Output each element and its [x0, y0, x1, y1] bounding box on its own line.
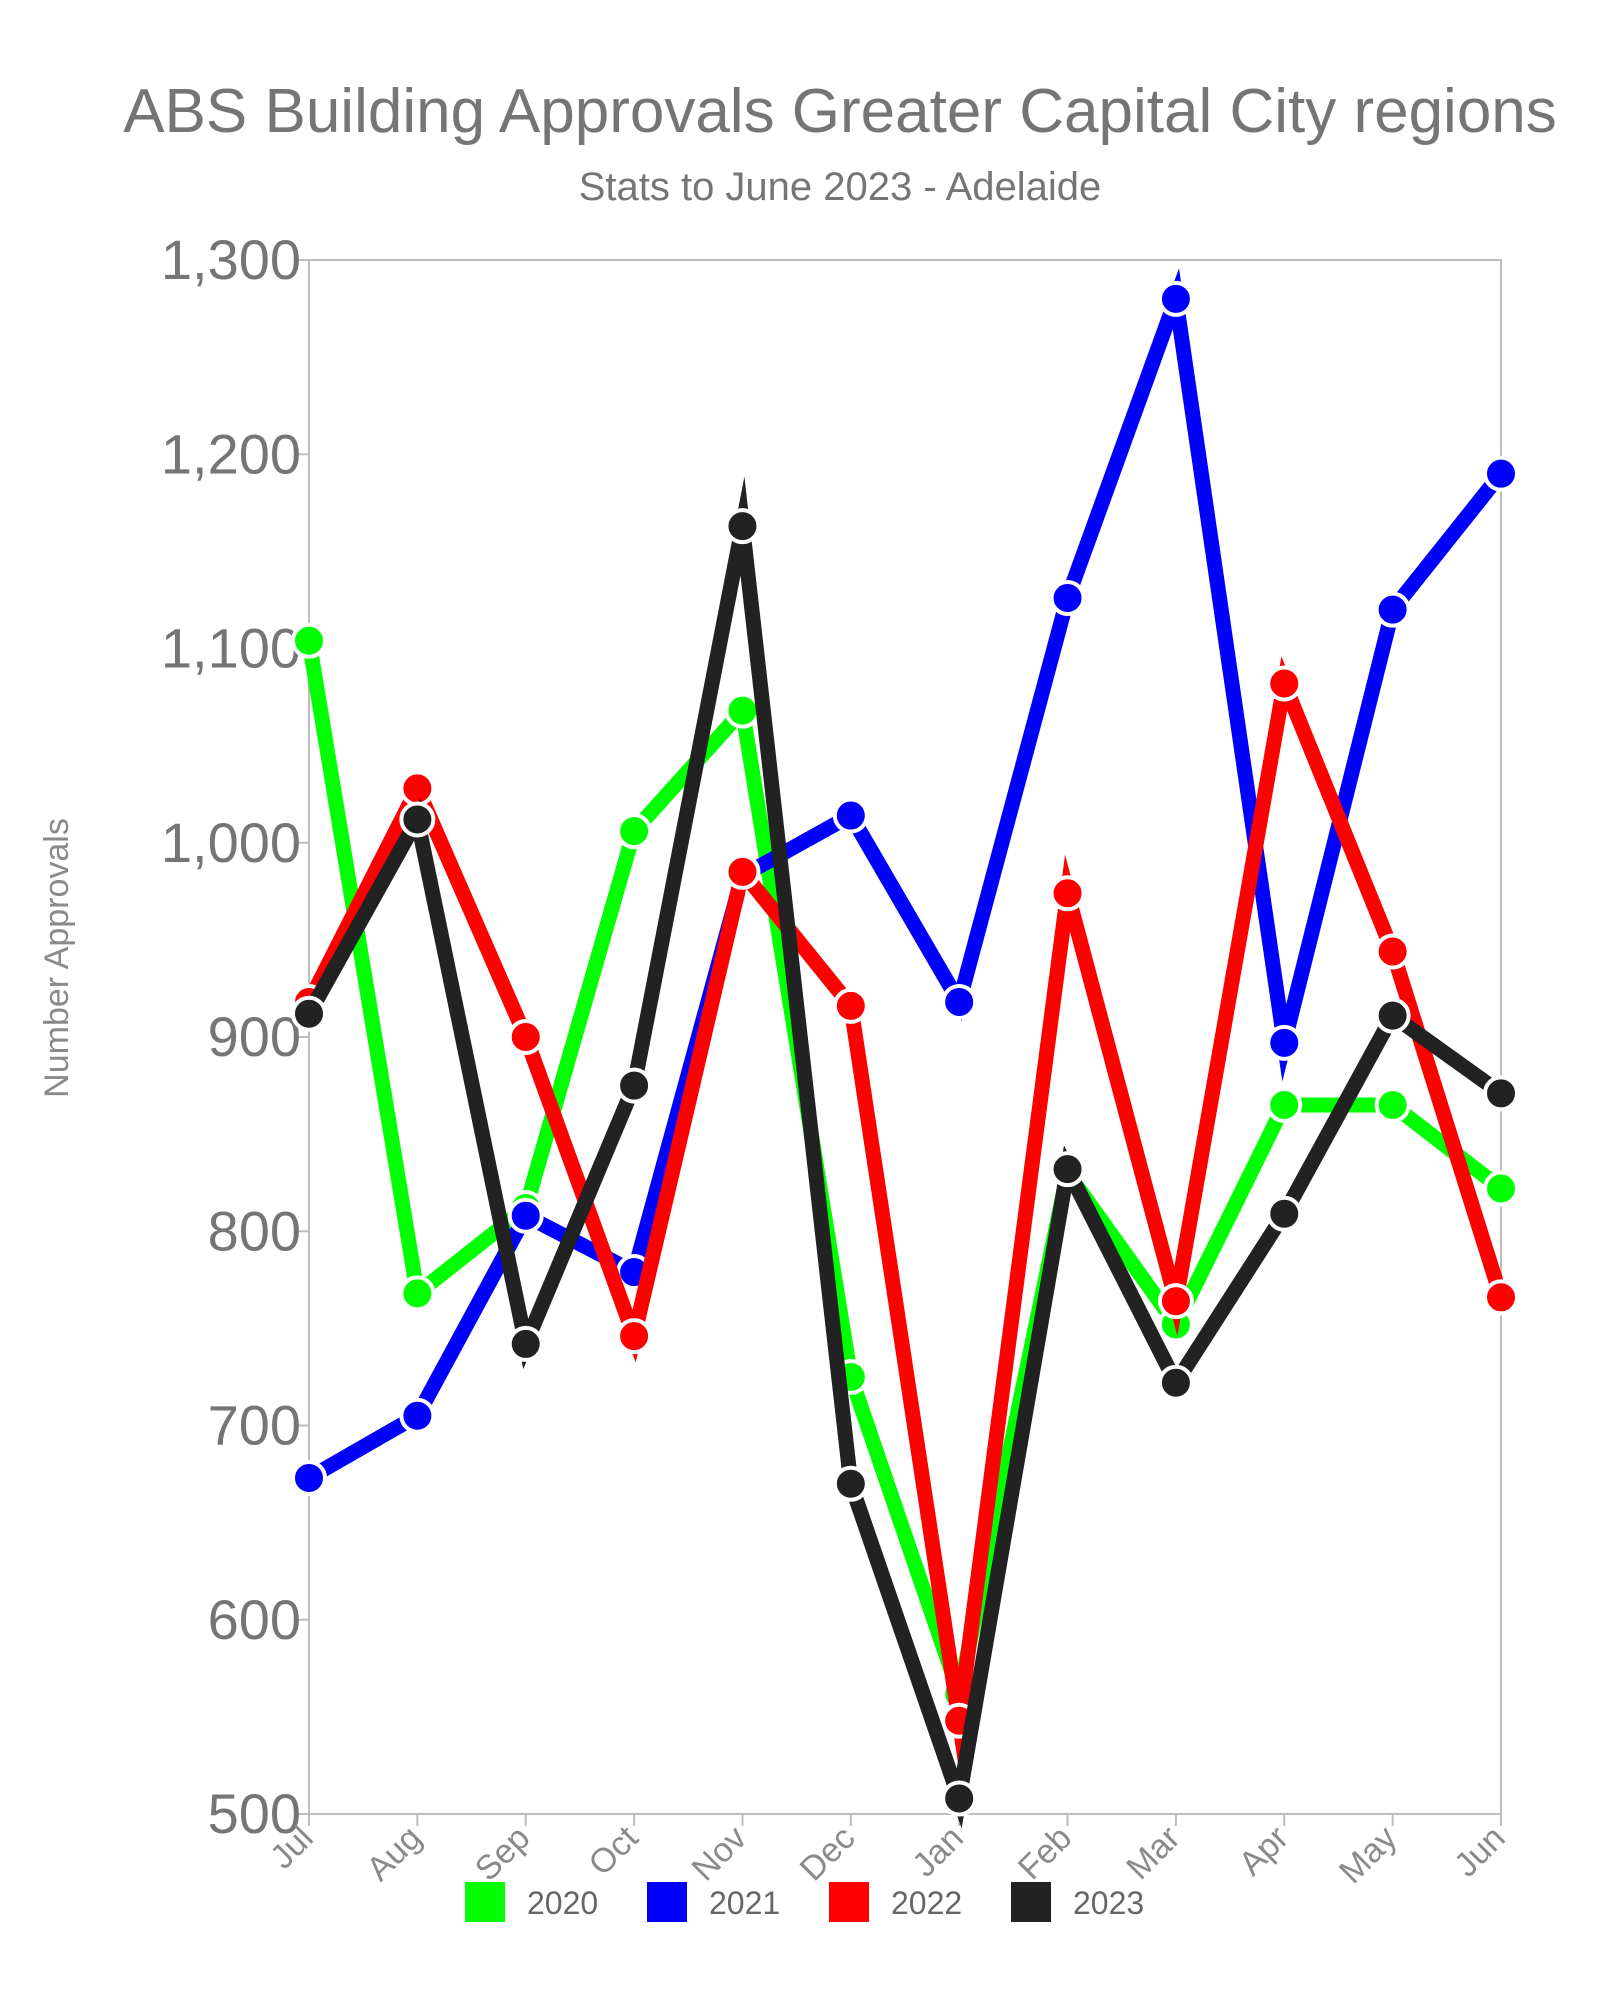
series-line-2023 — [302, 476, 1506, 1829]
data-point-2022-Nov — [724, 853, 761, 890]
data-point-2022-Sep — [507, 1019, 544, 1055]
x-tick-label: Feb — [1011, 1819, 1079, 1887]
x-tick-label: Dec — [793, 1819, 863, 1889]
x-tick-label: Apr — [1232, 1819, 1296, 1883]
y-tick-label: 1,200 — [161, 422, 301, 485]
series-2021 — [291, 268, 1519, 1496]
data-point-2020-Jul — [291, 622, 327, 659]
legend-label: 2021 — [709, 1885, 780, 1921]
data-point-2023-Jun — [1483, 1075, 1519, 1112]
data-point-2022-Apr — [1266, 665, 1303, 702]
data-point-2023-Oct — [616, 1067, 653, 1104]
legend-item-2022: 2022 — [829, 1882, 962, 1922]
y-tick-label: 1,100 — [161, 617, 301, 680]
legend-item-2023: 2023 — [1011, 1882, 1144, 1922]
data-point-2023-May — [1374, 997, 1411, 1034]
legend-item-2020: 2020 — [465, 1882, 598, 1922]
data-point-2023-Sep — [507, 1325, 544, 1362]
x-tick-label: Jun — [1447, 1819, 1513, 1885]
legend-swatch — [1011, 1882, 1051, 1922]
data-point-2021-Jul — [291, 1459, 327, 1496]
series-line-2021 — [305, 268, 1507, 1485]
data-point-2021-Sep — [507, 1197, 544, 1234]
data-point-2021-Apr — [1266, 1024, 1303, 1061]
data-point-2023-Feb — [1049, 1151, 1086, 1188]
data-point-2021-Aug — [399, 1397, 436, 1434]
legend: 2020 2021 2022 2023 — [465, 1882, 1144, 1922]
series-line-2022 — [302, 656, 1509, 1775]
data-point-2023-Jan — [941, 1780, 978, 1817]
y-tick-label: 800 — [208, 1199, 301, 1262]
series-2023 — [291, 476, 1519, 1829]
data-point-2022-Oct — [616, 1318, 653, 1355]
data-point-2020-Nov — [724, 692, 761, 729]
x-tick-label: May — [1332, 1819, 1404, 1891]
legend-swatch — [465, 1882, 505, 1922]
data-point-2023-Aug — [399, 801, 436, 838]
data-point-2021-Feb — [1049, 579, 1086, 616]
data-point-2022-May — [1374, 933, 1411, 970]
x-tick-label: Sep — [468, 1819, 538, 1889]
data-point-2020-Jun — [1483, 1170, 1519, 1207]
data-point-2020-Aug — [399, 1275, 436, 1312]
y-tick-label: 1,000 — [161, 811, 301, 874]
x-tick-label: Nov — [684, 1819, 754, 1889]
legend-label: 2023 — [1073, 1885, 1144, 1921]
data-point-2020-Oct — [616, 813, 653, 850]
data-point-2023-Mar — [1157, 1364, 1194, 1401]
x-tick-label: Mar — [1119, 1819, 1187, 1887]
y-tick-label: 900 — [208, 1005, 301, 1068]
plot-area-frame — [308, 259, 1502, 1815]
data-point-2023-Jul — [291, 995, 327, 1032]
data-point-2022-Mar — [1157, 1283, 1194, 1320]
x-tick-label: Oct — [581, 1818, 646, 1883]
y-tick-label: 500 — [208, 1782, 301, 1845]
legend-item-2021: 2021 — [647, 1882, 780, 1922]
x-tick-label: Jan — [905, 1819, 971, 1885]
data-point-2020-May — [1374, 1086, 1411, 1123]
y-tick-label: 700 — [208, 1394, 301, 1457]
data-point-2021-Dec — [832, 797, 869, 834]
data-point-2021-May — [1374, 591, 1411, 628]
y-tick-label: 600 — [208, 1588, 301, 1651]
data-point-2022-Feb — [1049, 875, 1086, 912]
series-lines-layer — [291, 268, 1519, 1829]
series-2022 — [291, 656, 1519, 1775]
data-point-2021-Jan — [941, 984, 978, 1021]
y-axis-label: Number Approvals — [38, 818, 76, 1098]
data-point-2021-Mar — [1157, 280, 1194, 317]
y-tick-label: 1,300 — [161, 228, 301, 291]
data-point-2022-Dec — [832, 987, 869, 1024]
data-point-2021-Jun — [1483, 455, 1519, 492]
legend-swatch — [647, 1882, 687, 1922]
legend-label: 2022 — [891, 1885, 962, 1921]
chart-title: ABS Building Approvals Greater Capital C… — [123, 77, 1557, 146]
data-point-2022-Jun — [1483, 1279, 1519, 1316]
data-point-2023-Dec — [832, 1465, 869, 1502]
data-point-2022-Aug — [399, 770, 436, 807]
data-point-2023-Apr — [1266, 1195, 1303, 1232]
data-point-2023-Nov — [724, 508, 761, 545]
legend-swatch — [829, 1882, 869, 1922]
data-point-2020-Apr — [1266, 1086, 1303, 1123]
legend-label: 2020 — [527, 1885, 598, 1921]
x-tick-label: Aug — [359, 1819, 429, 1889]
chart-subtitle: Stats to June 2023 - Adelaide — [579, 165, 1102, 209]
